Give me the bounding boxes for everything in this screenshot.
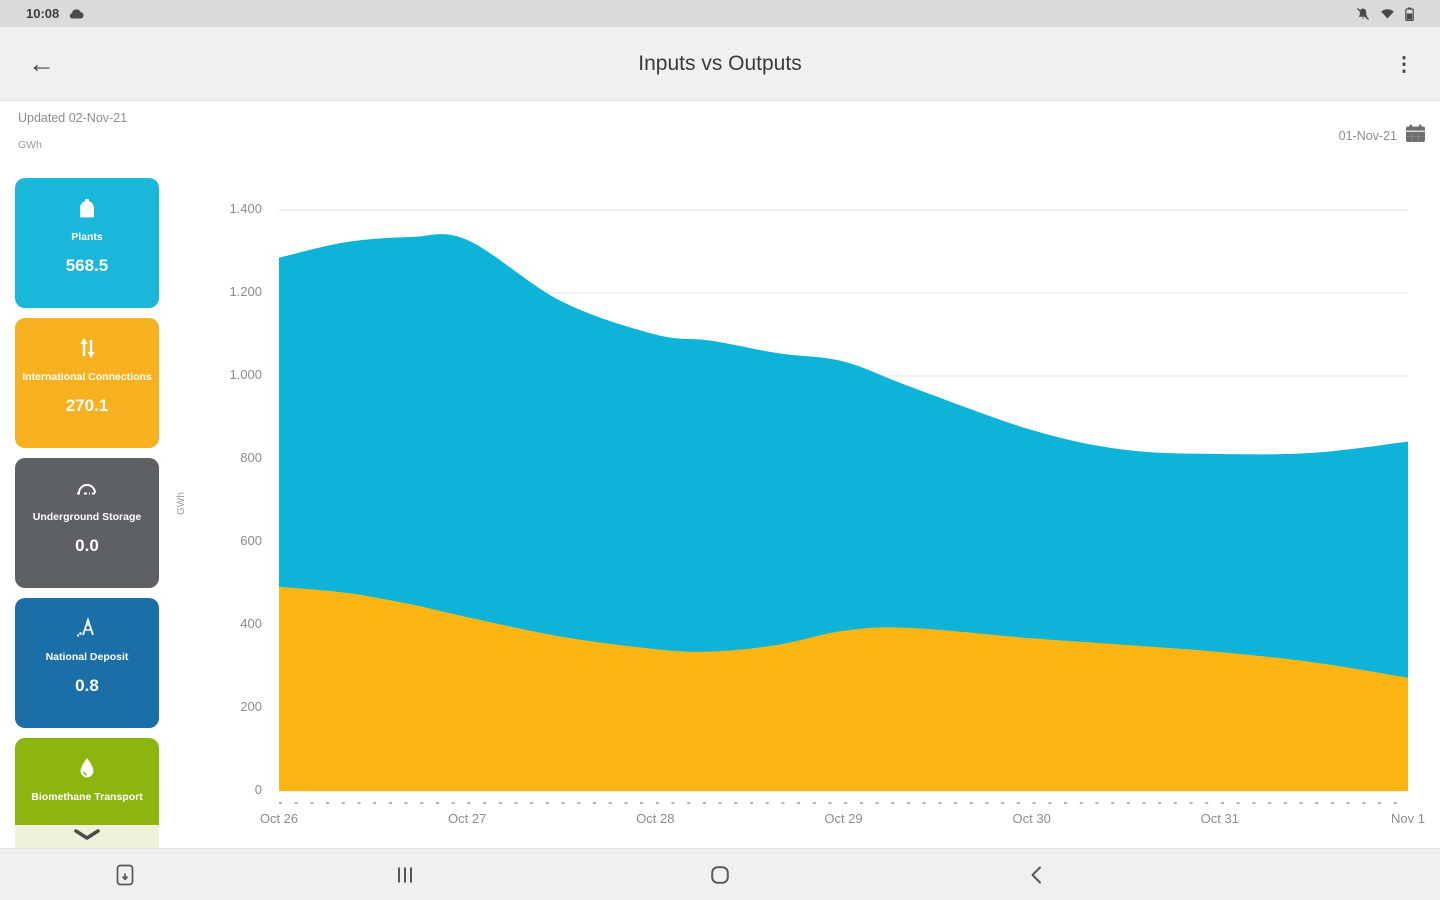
x-tick-label: Oct 26 [259, 811, 299, 826]
kebab-menu-icon[interactable]: ⋮ [1394, 53, 1414, 75]
cloud-icon [68, 8, 84, 19]
y-tick-label: 1.400 [229, 201, 262, 216]
x-tick-label: Oct 29 [824, 811, 863, 826]
x-axis-tick-labels: Oct 26 Oct 27 Oct 28 Oct 29 Oct 30 Oct 31 Nov … [260, 811, 1425, 831]
date-picker[interactable]: 01-Nov-21 [1339, 124, 1426, 148]
scroll-more[interactable] [15, 825, 159, 848]
x-tick-label: Oct 31 [1200, 811, 1239, 826]
back-icon[interactable] [1031, 866, 1042, 884]
y-tick-label: 400 [240, 616, 262, 631]
card-international-connections[interactable]: International Connections 270.1 [15, 318, 159, 448]
back-arrow-icon[interactable]: ← [28, 48, 55, 78]
droplet-icon [76, 754, 98, 782]
x-tick-label: Oct 30 [1012, 811, 1051, 826]
app-header: ← Inputs vs Outputs ⋮ [0, 27, 1440, 101]
card-plants[interactable]: Plants 568.5 [15, 178, 159, 308]
card-value: 0.0 [75, 536, 99, 555]
navigation-bar [0, 848, 1440, 900]
card-label: Biomethane Transport [31, 791, 143, 803]
card-value: 0.8 [75, 676, 99, 695]
recents-icon[interactable] [397, 867, 413, 884]
updated-label: Updated 02-Nov-21 [18, 111, 128, 125]
calendar-icon [1405, 124, 1426, 148]
y-tick-label: 0 [254, 782, 262, 797]
card-label: International Connections [22, 371, 152, 383]
selected-date: 01-Nov-21 [1338, 129, 1397, 143]
wifi-icon [1380, 7, 1395, 20]
y-tick-label: 200 [240, 699, 262, 714]
home-icon[interactable] [711, 866, 729, 884]
y-tick-label: 600 [240, 533, 262, 548]
battery-icon [1405, 7, 1414, 21]
y-tick-label: 1.200 [229, 284, 262, 299]
screen-capture-icon[interactable] [116, 864, 134, 886]
clock: 10:08 [26, 6, 60, 21]
page-title: Inputs vs Outputs [638, 51, 802, 75]
card-label: Plants [71, 231, 103, 243]
x-tick-label: Nov 1 [1391, 811, 1425, 826]
card-national-deposit[interactable]: National Deposit 0.8 [15, 598, 159, 728]
transfer-arrows-icon [75, 334, 99, 362]
card-label: Underground Storage [32, 511, 142, 523]
y-axis-tick-labels: 0 200 400 600 800 1.000 1.200 1.400 [0, 201, 262, 805]
stacked-area-chart[interactable] [279, 205, 1408, 811]
derrick-icon [74, 614, 100, 642]
storage-dome-icon [73, 474, 101, 502]
plant-icon [74, 194, 100, 222]
chevron-down-icon [74, 828, 100, 846]
x-tick-label: Oct 28 [636, 811, 675, 826]
card-biomethane-transport[interactable]: Biomethane Transport [15, 738, 159, 825]
mute-icon [1356, 7, 1370, 21]
unit-label: GWh [18, 139, 42, 151]
card-underground-storage[interactable]: Underground Storage 0.0 [15, 458, 159, 588]
status-bar: 10:08 [0, 0, 1440, 27]
y-tick-label: 1.000 [229, 367, 262, 382]
x-tick-label: Oct 27 [448, 811, 487, 826]
y-tick-label: 800 [240, 450, 262, 465]
card-value: 270.1 [65, 396, 109, 415]
card-label: National Deposit [45, 651, 129, 663]
card-value: 568.5 [65, 256, 109, 275]
